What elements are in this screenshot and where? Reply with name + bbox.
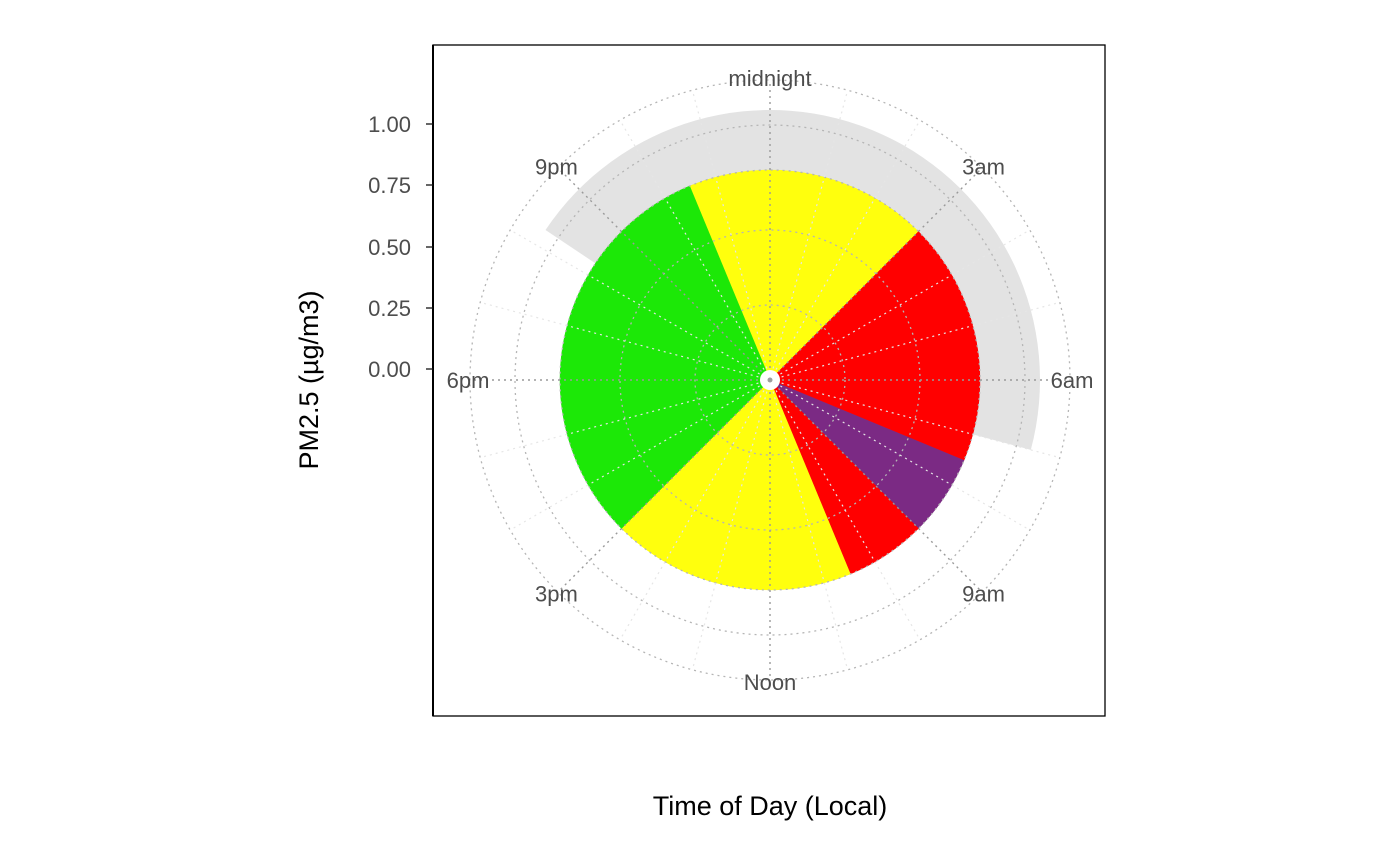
y-axis-title: PM2.5 (µg/m3): [294, 290, 324, 469]
hour-label: midnight: [728, 66, 811, 91]
grid-spoke: [769, 301, 1060, 381]
y-tick-label: 0.50: [368, 235, 411, 260]
y-tick-label: 0.25: [368, 296, 411, 321]
grid-spoke: [691, 90, 771, 381]
polar-plot: midnight 3am 6am 9am Noon 3pm 6pm 9pm: [447, 66, 1094, 695]
hour-label: 9pm: [535, 154, 578, 179]
grid-spoke: [509, 379, 771, 531]
grid-spoke: [769, 167, 983, 381]
center-dot: [767, 377, 773, 383]
missing-data-band: [545, 110, 1040, 450]
hour-label: 3pm: [535, 582, 578, 607]
grid-spoke: [769, 379, 1060, 459]
y-tick-label: 0.00: [368, 357, 411, 382]
panel-border: [432, 44, 1106, 717]
grid-spoke: [769, 229, 1031, 381]
grid-spoke: [557, 167, 771, 381]
pie-segments: [559, 169, 981, 591]
y-tick-label: 0.75: [368, 173, 411, 198]
pie-segment: [769, 231, 981, 461]
grid-spoke: [769, 90, 849, 381]
grid-spoke: [769, 119, 921, 381]
hour-label: 6am: [1051, 368, 1094, 393]
grid-spoke: [619, 119, 771, 381]
grid-circle: [469, 79, 1071, 681]
polar-grid: [469, 79, 1071, 681]
hour-labels: midnight 3am 6am 9am Noon 3pm 6pm 9pm: [447, 66, 1094, 695]
hour-label: 3am: [962, 154, 1005, 179]
grid-spoke: [509, 229, 771, 381]
hour-label: 6pm: [447, 368, 490, 393]
grid-circle: [694, 304, 846, 456]
x-axis-title: Time of Day (Local): [653, 791, 888, 821]
grid-spoke: [769, 379, 849, 670]
grid-circle: [514, 124, 1026, 636]
y-ticks: 1.00 0.75 0.50 0.25 0.00: [368, 112, 433, 382]
hour-label: 9am: [962, 582, 1005, 607]
grid-spoke: [691, 379, 771, 670]
hour-label: Noon: [744, 670, 797, 695]
grid-spoke: [480, 301, 771, 381]
grid-spoke: [769, 379, 921, 641]
grid-spoke: [619, 379, 771, 641]
grid-spoke: [480, 379, 771, 459]
grid-spoke: [769, 379, 983, 593]
missing-band-arc: [545, 110, 1040, 450]
grid-spoke: [557, 379, 771, 593]
grid-spoke: [769, 379, 1031, 531]
y-tick-label: 1.00: [368, 112, 411, 137]
